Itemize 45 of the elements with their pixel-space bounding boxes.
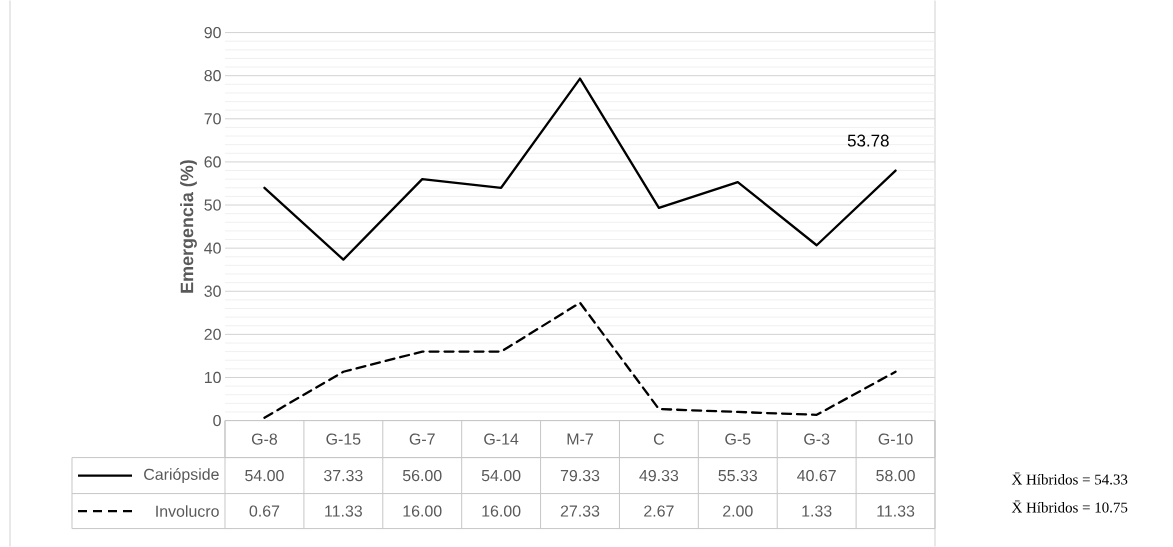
data-label: 11.33 [877, 505, 915, 517]
y-tick-label: 60 [204, 156, 221, 168]
line-series [263, 77, 897, 261]
data-label: 37.33 [324, 469, 363, 482]
data-label: 54.00 [481, 469, 521, 482]
y-tick-label: 50 [204, 199, 221, 211]
y-tick-label: 20 [204, 328, 221, 340]
annotation: 53.78 [847, 134, 889, 147]
x-tick-label: M-7 [567, 433, 593, 445]
y-tick-label: 10 [204, 371, 221, 384]
data-label: 11.33 [325, 505, 362, 517]
data-label: 58.00 [876, 469, 915, 482]
data-label: 27.33 [560, 505, 600, 517]
data-label: 55.33 [718, 469, 758, 482]
legend-label: Involucro [156, 505, 219, 517]
y-tick-label: 90 [204, 26, 221, 39]
data-label: 16.00 [482, 505, 521, 517]
x-tick-label: G-5 [725, 433, 751, 445]
y-tick-label: 30 [204, 285, 221, 297]
y-tick-label: 80 [204, 69, 221, 82]
data-label: 40.67 [797, 469, 836, 482]
x-tick-label: G-3 [804, 433, 830, 445]
x-tick-label: G-8 [251, 433, 278, 445]
data-label: 56.00 [402, 469, 442, 482]
line-series [263, 301, 897, 419]
text: X̄ Híbridos = 10.75 [1011, 500, 1128, 513]
data-label: 49.33 [639, 469, 679, 482]
data-label: 54.00 [245, 469, 284, 482]
y-axis-title: Emergencia (%) [180, 160, 197, 293]
legend-label: Cariópside [144, 467, 219, 484]
data-label: 2.00 [723, 505, 753, 517]
x-tick-label: G-7 [409, 433, 435, 445]
data-label: 0.67 [249, 505, 280, 517]
x-tick-label: C [653, 433, 665, 445]
y-tick-label: 70 [204, 113, 221, 125]
data-label: 79.33 [560, 469, 600, 482]
y-tick-label: 40 [204, 242, 221, 254]
y-tick-label: 0 [213, 414, 221, 427]
x-tick-label: G-10 [878, 433, 913, 445]
data-label: 16.00 [403, 505, 442, 517]
x-tick-label: G-15 [326, 433, 361, 445]
text: X̄ Híbridos = 54.33 [1011, 472, 1128, 485]
data-label: 2.67 [644, 505, 674, 517]
data-label: 1.33 [802, 505, 832, 517]
x-tick-label: G-14 [484, 433, 519, 445]
